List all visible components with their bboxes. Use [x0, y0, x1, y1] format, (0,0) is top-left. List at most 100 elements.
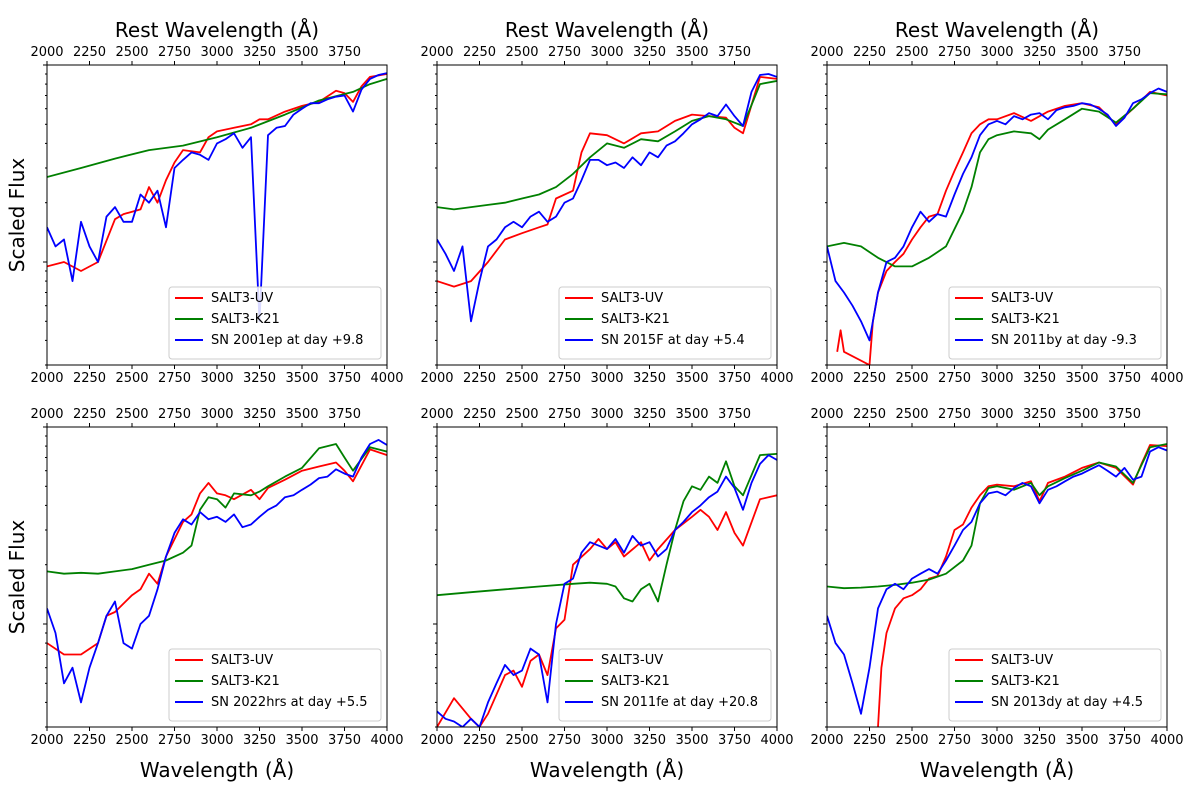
top-x-tick-label: 3000 [590, 407, 623, 422]
x-tick-label: 3000 [980, 733, 1013, 748]
top-x-tick-label: 2500 [895, 45, 928, 60]
legend-label: SALT3-K21 [211, 312, 280, 327]
legend-label: SALT3-UV [601, 653, 663, 668]
x-tick-label: 3000 [200, 733, 233, 748]
top-x-tick-label: 3750 [1108, 45, 1141, 60]
legend-label: SN 2011fe at day +20.8 [601, 695, 758, 710]
x-tick-label: 3500 [285, 371, 318, 386]
series-group [827, 443, 1167, 727]
top-x-tick-label: 3250 [243, 407, 276, 422]
series-line-salt3-k21 [47, 78, 387, 178]
top-axis-title: Rest Wavelength (Å) [895, 18, 1099, 42]
x-tick-label: 4000 [1150, 371, 1183, 386]
top-x-tick-label: 2000 [420, 45, 453, 60]
x-tick-label: 2500 [115, 733, 148, 748]
series-group [47, 72, 387, 323]
series-line-salt3-uv [437, 76, 777, 288]
legend: SALT3-UV SALT3-K21 SN 2001ep at day +9.8 [168, 286, 382, 360]
top-x-tick-label: 2750 [548, 45, 581, 60]
x-tick-label: 2500 [115, 371, 148, 386]
series-line-salt3-k21 [827, 443, 1167, 590]
top-x-tick-label: 2250 [463, 407, 496, 422]
top-x-tick-label: 2750 [158, 407, 191, 422]
x-tick-label: 3250 [633, 371, 666, 386]
x-tick-label: 4000 [760, 371, 793, 386]
x-tick-label: 3500 [285, 733, 318, 748]
x-tick-label: 3000 [980, 371, 1013, 386]
panel-top-left: 2000 2250 2500 2750 3000 3250 3500 3750 4000 2000… [5, 18, 404, 386]
x-tick-label: 2500 [895, 371, 928, 386]
top-x-tick-label: 2000 [420, 407, 453, 422]
top-x-tick-label: 2500 [505, 407, 538, 422]
top-x-tick-label: 2000 [30, 407, 63, 422]
top-x-tick-label: 3000 [200, 407, 233, 422]
top-x-tick-label: 3250 [1023, 45, 1056, 60]
x-tick-label: 2500 [505, 733, 538, 748]
x-tick-label: 2750 [938, 371, 971, 386]
x-tick-label: 2000 [30, 733, 63, 748]
top-x-tick-label: 2500 [115, 407, 148, 422]
legend: SALT3-UV SALT3-K21 SN 2011fe at day +20.8 [558, 648, 772, 722]
top-x-tick-label: 3000 [980, 45, 1013, 60]
top-x-tick-label: 2250 [73, 407, 106, 422]
x-tick-label: 3500 [675, 733, 708, 748]
x-tick-label: 3500 [675, 371, 708, 386]
x-axis-title: Wavelength (Å) [530, 758, 684, 782]
top-x-tick-label: 3750 [1108, 407, 1141, 422]
legend-label: SALT3-K21 [601, 312, 670, 327]
series-line-salt3-uv [47, 448, 387, 656]
legend-box [948, 648, 1162, 722]
x-tick-label: 3000 [200, 371, 233, 386]
top-x-tick-label: 3000 [980, 407, 1013, 422]
top-x-tick-label: 2250 [853, 407, 886, 422]
legend-label: SALT3-K21 [601, 674, 670, 689]
series-group [47, 438, 387, 704]
x-tick-label: 3500 [1065, 371, 1098, 386]
top-x-tick-label: 3750 [328, 407, 361, 422]
series-line-sn-2011by-at-day-9-3 [827, 87, 1167, 342]
top-x-tick-label: 2000 [810, 407, 843, 422]
x-tick-label: 2000 [420, 733, 453, 748]
legend-label: SN 2022hrs at day +5.5 [211, 695, 368, 710]
top-x-tick-label: 2500 [115, 45, 148, 60]
top-x-tick-label: 2250 [463, 45, 496, 60]
series-line-salt3-k21 [47, 443, 387, 575]
panel-top-right: 2000 2250 2500 2750 3000 3250 3500 3750 4000 2000… [810, 18, 1183, 386]
series-line-salt3-uv [47, 73, 387, 272]
legend-box [948, 286, 1162, 360]
top-x-tick-label: 2750 [938, 45, 971, 60]
x-tick-label: 4000 [370, 371, 403, 386]
x-tick-label: 3500 [1065, 733, 1098, 748]
panel-bottom-left: 2000 2250 2500 2750 3000 3250 3500 3750 4000 2000… [5, 407, 404, 782]
series-line-sn-2022hrs-at-day-5-5 [47, 438, 387, 704]
legend-label: SALT3-UV [991, 653, 1053, 668]
x-tick-label: 3750 [1108, 371, 1141, 386]
legend: SALT3-UV SALT3-K21 SN 2022hrs at day +5.5 [168, 648, 382, 722]
legend-box [558, 286, 772, 360]
top-x-tick-label: 2750 [548, 407, 581, 422]
x-tick-label: 3250 [1023, 371, 1056, 386]
x-axis-title: Wavelength (Å) [140, 758, 294, 782]
top-x-tick-label: 3000 [200, 45, 233, 60]
x-tick-label: 4000 [1150, 733, 1183, 748]
legend-label: SN 2011by at day -9.3 [991, 333, 1137, 348]
top-x-tick-label: 2000 [30, 45, 63, 60]
series-line-salt3-k21 [437, 80, 777, 211]
x-tick-label: 2250 [853, 733, 886, 748]
legend-label: SALT3-K21 [211, 674, 280, 689]
top-x-tick-label: 3750 [718, 45, 751, 60]
x-tick-label: 2250 [73, 733, 106, 748]
top-x-tick-label: 3500 [675, 407, 708, 422]
x-tick-label: 4000 [370, 733, 403, 748]
top-x-tick-label: 3250 [633, 407, 666, 422]
x-tick-label: 3250 [633, 733, 666, 748]
x-tick-label: 2250 [463, 371, 496, 386]
top-axis-title: Rest Wavelength (Å) [115, 18, 319, 42]
top-axis-title: Rest Wavelength (Å) [505, 18, 709, 42]
x-tick-label: 2750 [548, 733, 581, 748]
legend-label: SN 2013dy at day +4.5 [991, 695, 1143, 710]
x-axis-title: Wavelength (Å) [920, 758, 1074, 782]
series-line-salt3-k21 [437, 453, 777, 603]
legend-box [558, 648, 772, 722]
x-tick-label: 2500 [505, 371, 538, 386]
